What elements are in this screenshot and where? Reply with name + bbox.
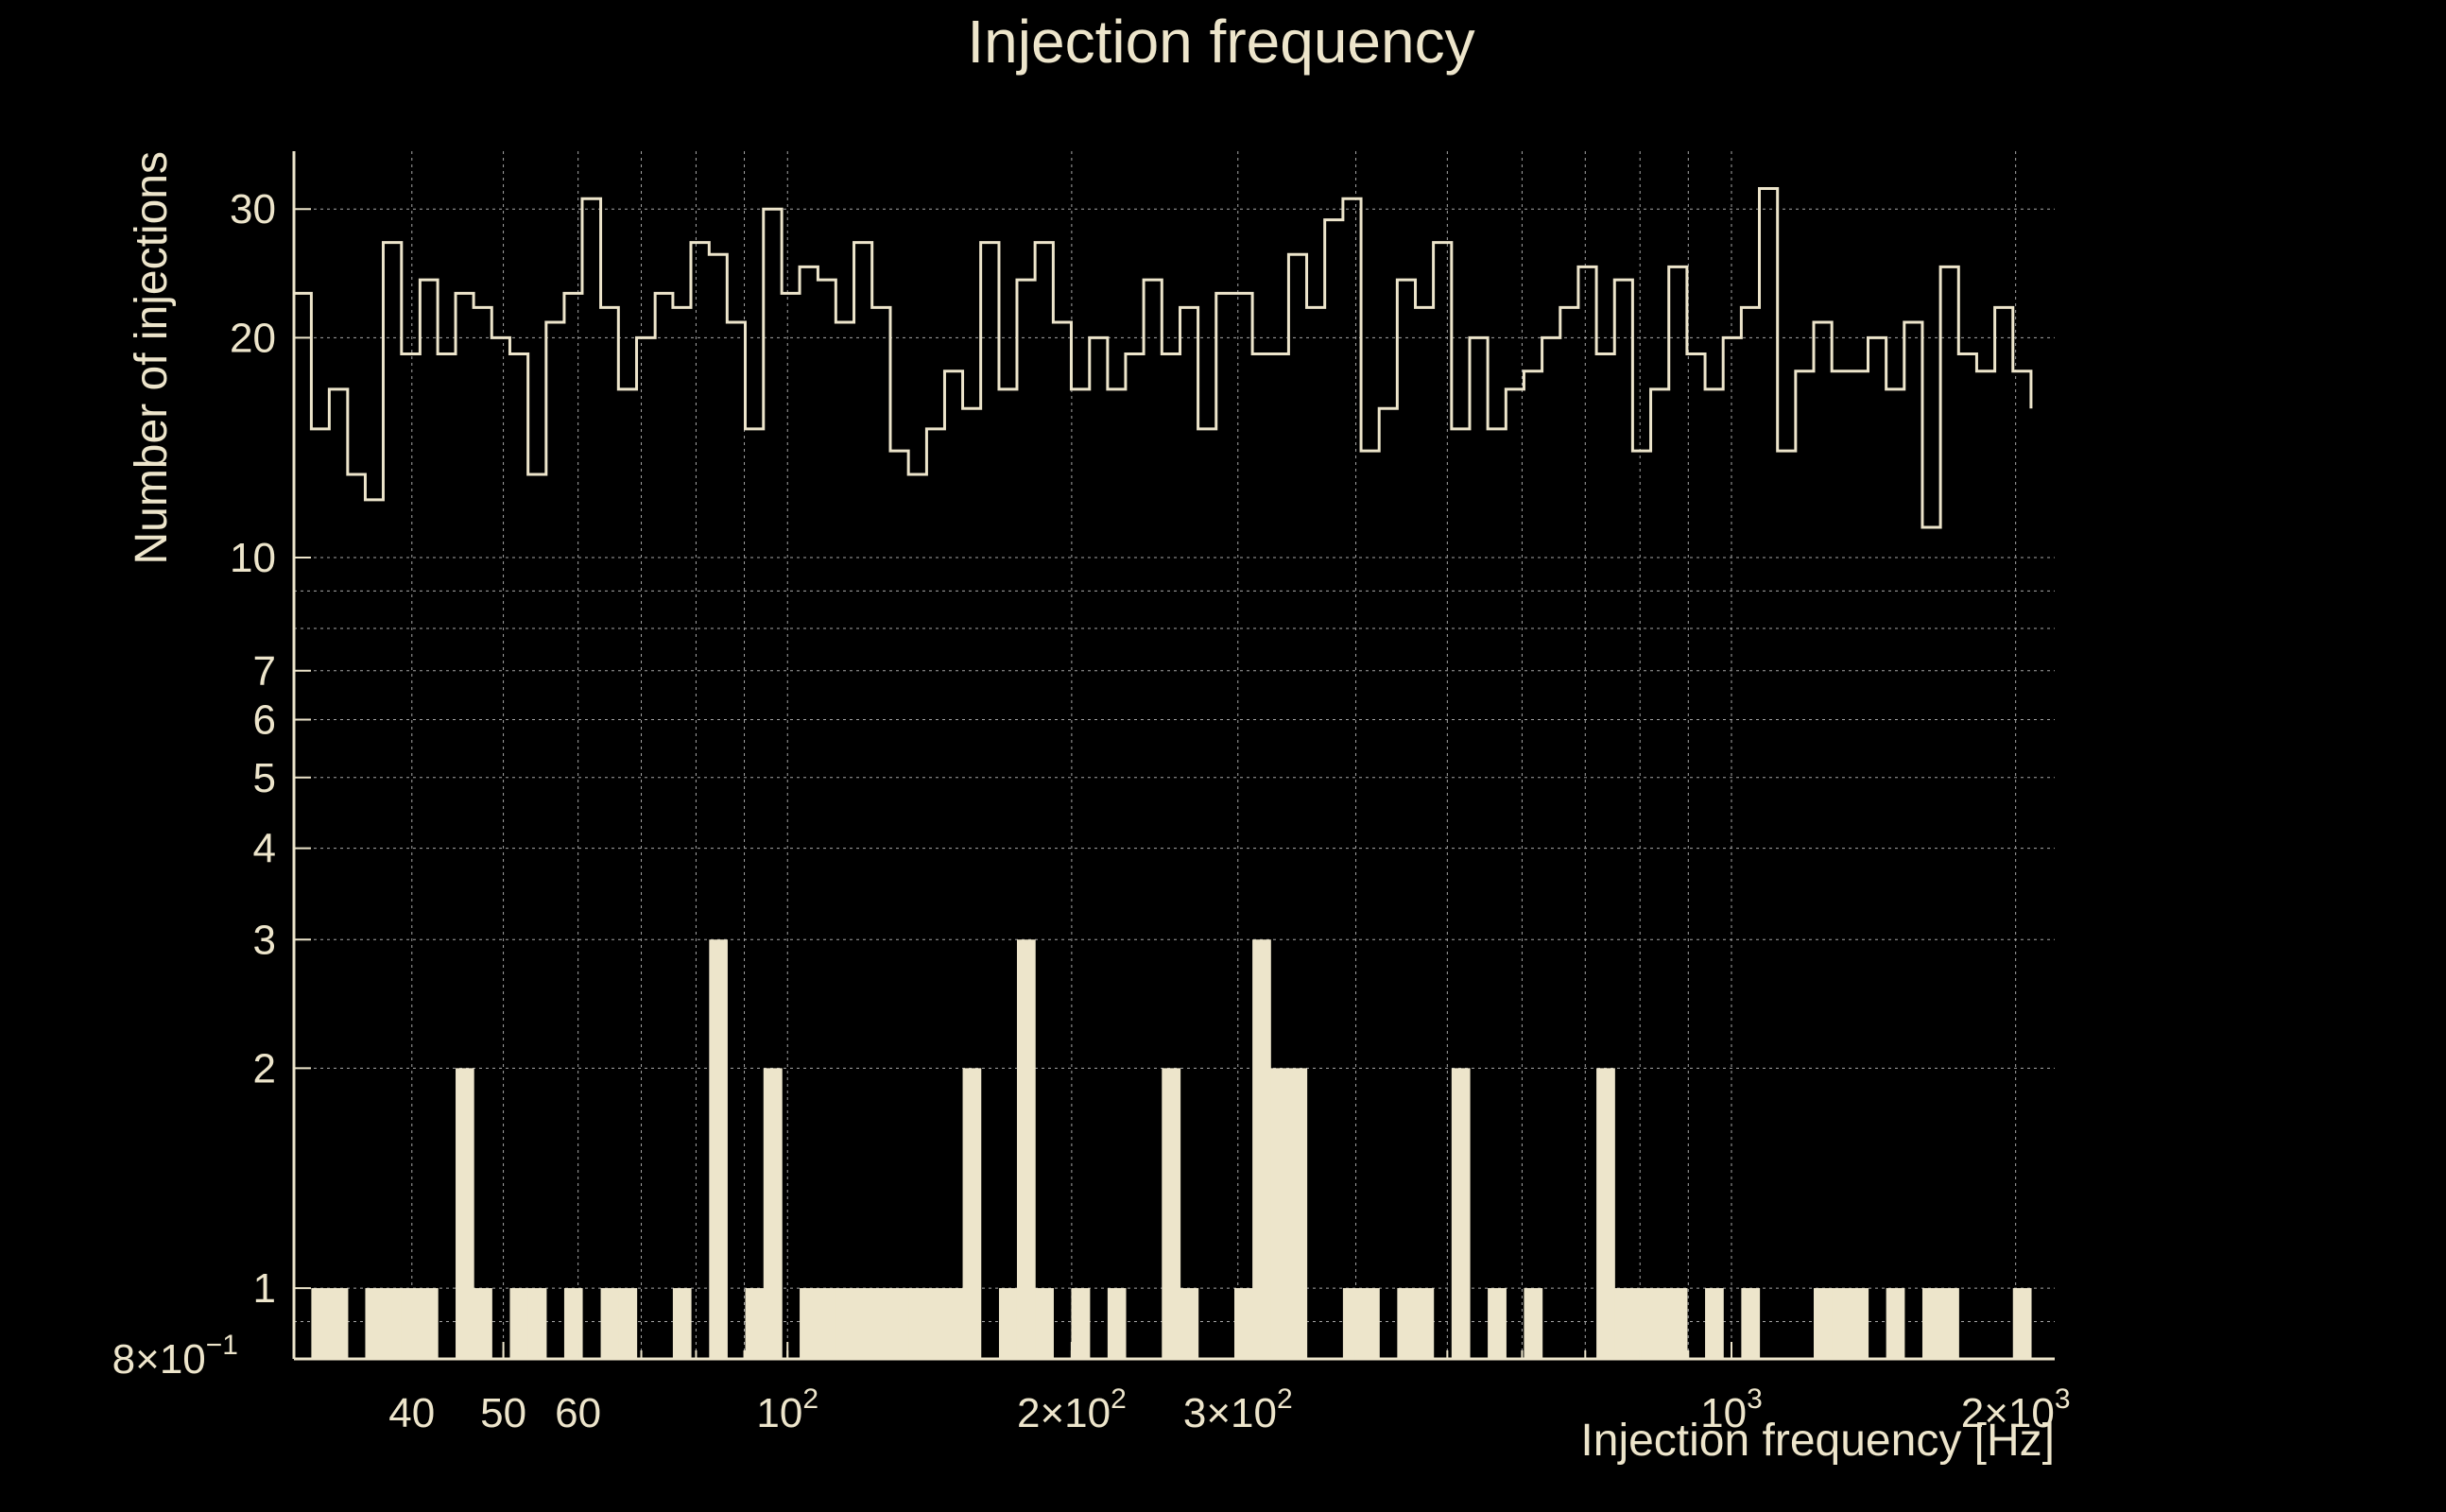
histogram-bar [1813,1288,1833,1359]
histogram-bar [1596,1068,1615,1359]
histogram-bar [618,1288,638,1359]
histogram-bar [2012,1288,2032,1359]
histogram-bar [1397,1288,1417,1359]
histogram-bar [1162,1068,1181,1359]
histogram-bar [926,1288,946,1359]
histogram-bar [1361,1288,1380,1359]
histogram-bar [908,1288,928,1359]
y-tick-label: 3 [253,917,276,963]
histogram-bar [672,1288,692,1359]
y-tick-label: 10 [230,535,276,581]
y-axis-label: Number of injections [127,151,177,565]
x-axis-ticks: 40 50 60 102 2×102 3×102 103 2×103 [388,1342,2071,1436]
y-tick-label: 8×10−1 [112,1330,238,1383]
histogram-bar [1488,1288,1507,1359]
histogram-bar [1940,1288,1959,1359]
x-tick-label: 102 [756,1383,818,1436]
histogram-bar [1342,1288,1362,1359]
histogram-bar [1921,1288,1941,1359]
y-tick-label: 7 [253,648,276,695]
histogram-bar [474,1288,492,1359]
y-tick-label: 1 [253,1265,276,1312]
histogram-bar [1270,1068,1290,1359]
histogram-bar [944,1288,964,1359]
histogram-bar [871,1288,891,1359]
histogram-bar [1035,1288,1054,1359]
y-tick-label: 5 [253,755,276,801]
histogram-bar [383,1288,403,1359]
histogram-bar [1451,1068,1471,1359]
histogram-bar [329,1288,349,1359]
x-axis-label: Injection frequency [Hz] [1580,1416,2055,1466]
histogram-bar [563,1288,583,1359]
histogram-bar [998,1288,1018,1359]
histogram-bar [1107,1288,1127,1359]
histogram-bar [311,1288,330,1359]
histogram-bar [1741,1288,1761,1359]
histogram-bar [763,1068,783,1359]
histogram-bar [1668,1288,1688,1359]
histogram-bar [890,1288,909,1359]
y-tick-label: 4 [253,826,276,872]
histogram-bar [1180,1288,1199,1359]
histogram-bar [1524,1288,1543,1359]
chart-title: Injection frequency [967,8,1474,76]
y-tick-label: 6 [253,697,276,744]
histogram-bar [600,1288,619,1359]
y-tick-label: 2 [253,1045,276,1091]
histogram-bar [456,1068,474,1359]
histogram-bar [1650,1288,1670,1359]
histogram-bar [509,1288,529,1359]
histogram-bar [709,939,728,1359]
x-tick-label: 2×102 [1017,1383,1127,1436]
histogram-bar [401,1288,421,1359]
histogram-bar [800,1288,819,1359]
histogram-bar [420,1288,439,1359]
histogram-bar [1614,1288,1633,1359]
histogram-bar [745,1288,765,1359]
filled-histogram-series [311,939,2032,1359]
histogram-bar [1233,1288,1253,1359]
histogram-bar [1632,1288,1652,1359]
histogram-bar [1415,1288,1435,1359]
histogram-bar [1071,1288,1091,1359]
histogram-bar [1850,1288,1869,1359]
y-tick-label: 30 [230,186,276,232]
histogram-bar [1705,1288,1724,1359]
histogram-bar [1016,939,1036,1359]
histogram-bar [1252,939,1271,1359]
histogram-bar [962,1068,982,1359]
x-tick-label: 50 [480,1390,526,1436]
histogram-bar [1288,1068,1308,1359]
x-tick-label: 40 [388,1390,435,1436]
histogram-bar [818,1288,836,1359]
histogram-bar [527,1288,547,1359]
x-tick-label: 2×103 [1961,1383,2071,1436]
histogram-bar [1832,1288,1851,1359]
x-tick-label: 3×102 [1183,1383,1293,1436]
histogram-bar [853,1288,873,1359]
x-tick-label: 60 [555,1390,601,1436]
step-outline-series [292,187,2033,1359]
histogram-bar [835,1288,855,1359]
histogram-bar [1886,1288,1905,1359]
histogram-bar [365,1288,385,1359]
axes-frame [292,151,2055,1361]
y-tick-label: 20 [230,315,276,361]
